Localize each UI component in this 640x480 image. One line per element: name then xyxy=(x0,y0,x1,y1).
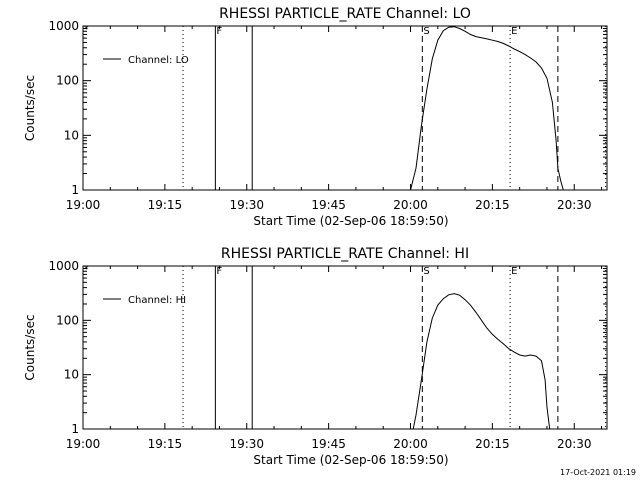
x-tick-label: 20:30 xyxy=(557,437,592,451)
x-tick-label: 19:00 xyxy=(66,198,101,212)
y-axis-label: Counts/sec xyxy=(23,75,37,141)
series-line xyxy=(412,293,551,430)
x-tick-label: 20:00 xyxy=(393,198,428,212)
x-tick-label: 19:00 xyxy=(66,437,101,451)
x-tick-label: 19:15 xyxy=(148,437,183,451)
event-marker-label: S xyxy=(423,266,429,277)
event-marker-label: F xyxy=(216,26,222,37)
top-left-star: * xyxy=(84,265,89,275)
legend-label: Channel: LO xyxy=(128,55,189,66)
x-tick-label: 19:45 xyxy=(311,198,346,212)
y-tick-label: 1000 xyxy=(48,19,79,33)
x-axis-label: Start Time (02-Sep-06 18:59:50) xyxy=(253,453,448,467)
x-tick-label: 19:15 xyxy=(148,198,183,212)
chart-panel-2: RHESSI PARTICLE_RATE Channel: HI Counts/s… xyxy=(23,246,608,467)
event-marker-label: E xyxy=(511,26,517,37)
y-tick-label: 1 xyxy=(71,422,79,436)
y-tick-label: 1000 xyxy=(48,259,79,273)
event-marker-label: E xyxy=(511,266,517,277)
legend-label: Channel: HI xyxy=(128,295,186,306)
footer-timestamp: 17-Oct-2021 01:19 xyxy=(560,468,636,477)
chart-panel-1: RHESSI PARTICLE_RATE Channel: LO Counts/s… xyxy=(23,6,608,228)
y-tick-label: 10 xyxy=(64,368,79,382)
event-marker-label: S xyxy=(423,26,429,37)
y-tick-label: 1 xyxy=(71,183,79,197)
x-axis-label: Start Time (02-Sep-06 18:59:50) xyxy=(253,214,448,228)
x-tick-label: 20:15 xyxy=(475,198,510,212)
y-tick-label: 100 xyxy=(56,313,79,327)
y-tick-label: 100 xyxy=(56,74,79,88)
event-marker-label: F xyxy=(216,266,222,277)
x-tick-label: 20:15 xyxy=(475,437,510,451)
x-tick-label: 19:45 xyxy=(311,437,346,451)
x-tick-label: 20:00 xyxy=(393,437,428,451)
chart-title: RHESSI PARTICLE_RATE Channel: HI xyxy=(221,246,469,262)
plot-frame xyxy=(82,265,608,430)
chart-title: RHESSI PARTICLE_RATE Channel: LO xyxy=(219,6,471,22)
series-line xyxy=(410,26,564,191)
x-tick-label: 20:30 xyxy=(557,198,592,212)
top-left-star: * xyxy=(84,25,89,35)
x-tick-label: 19:30 xyxy=(229,437,264,451)
plot-frame xyxy=(82,25,608,191)
x-tick-label: 19:30 xyxy=(229,198,264,212)
y-axis-label: Counts/sec xyxy=(23,314,37,380)
y-tick-label: 10 xyxy=(64,128,79,142)
